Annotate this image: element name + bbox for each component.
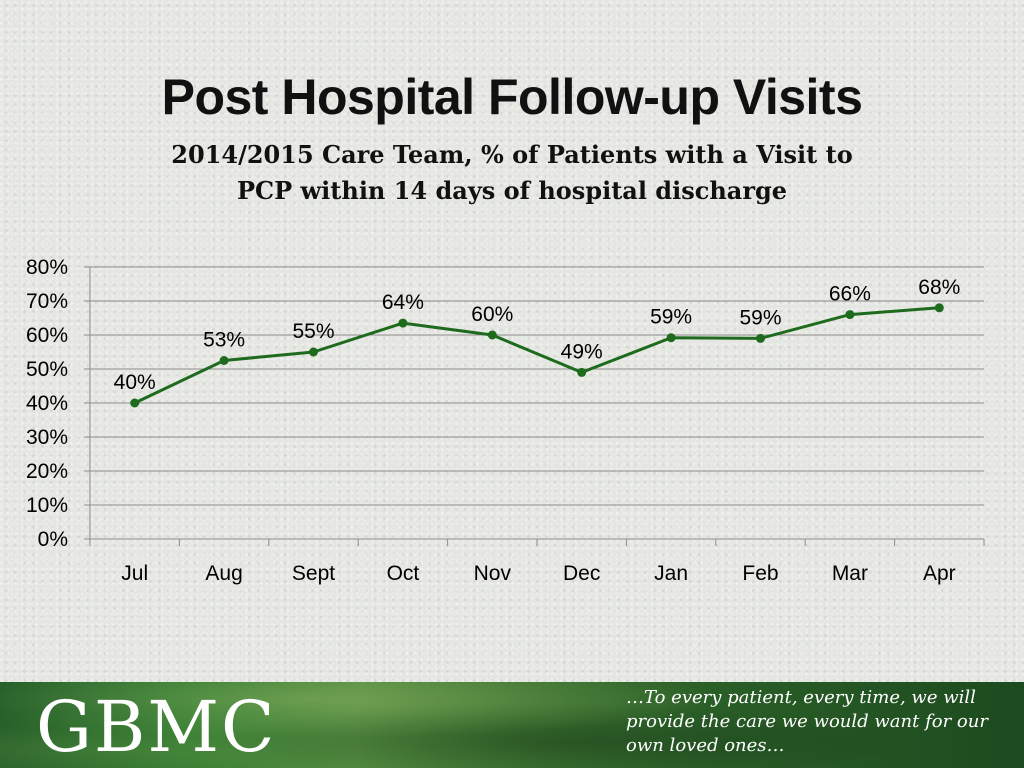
x-tick-label-oct: Oct	[387, 562, 420, 585]
tagline-line-3: own loved ones…	[626, 735, 785, 756]
data-point-nov	[487, 330, 497, 340]
data-point-dec	[577, 367, 587, 377]
chart-subtitle-line-1: 2014/2015 Care Team, % of Patients with …	[171, 140, 853, 169]
data-point-sept	[309, 347, 318, 357]
y-tick-label-0: 0%	[38, 528, 68, 551]
tagline-line-1: …To every patient, every time, we will	[626, 687, 976, 708]
chart-subtitle-line-2: PCP within 14 days of hospital discharge	[236, 176, 788, 205]
forest-background	[0, 682, 1024, 768]
data-point-aug	[219, 356, 229, 365]
x-tick-label-mar: Mar	[832, 562, 868, 585]
data-point-mar	[845, 310, 855, 320]
tagline-line-2: provide the care we would want for our	[626, 711, 988, 732]
data-label-jan: 59%	[650, 306, 692, 329]
y-tick-label-3: 30%	[26, 426, 68, 449]
data-point-jul	[130, 398, 140, 408]
data-label-dec: 49%	[561, 340, 603, 363]
page-title: Post Hospital Follow-up Visits	[161, 69, 863, 125]
gridlines	[90, 266, 984, 506]
x-tick-label-aug: Aug	[205, 562, 242, 585]
data-label-nov: 60%	[471, 303, 513, 326]
y-tick-label-2: 20%	[26, 460, 68, 483]
x-tick-label-nov: Nov	[474, 562, 512, 585]
data-label-aug: 53%	[203, 329, 245, 352]
series-line	[134, 306, 940, 405]
data-label-oct: 64%	[382, 291, 424, 314]
data-point-apr	[934, 303, 944, 313]
data-point-oct	[398, 318, 408, 328]
x-tick-label-jul: Jul	[121, 562, 148, 585]
footer-banner: GBMC …To every patient, every time, we w…	[0, 682, 1024, 768]
y-tick-label-5: 50%	[26, 358, 68, 381]
tagline: …To every patient, every time, we will p…	[626, 686, 1016, 758]
line-chart: 0% 10% 20% 30% 40% 50% 60% 70% 80% Jul Aug Sept Oct…	[26, 256, 985, 585]
y-tick-label-1: 10%	[26, 494, 68, 517]
data-label-feb: 59%	[739, 306, 781, 329]
series-polyline	[134, 306, 940, 405]
x-axis-tick-labels: Jul Aug Sept Oct Nov Dec Jan Feb Mar Apr	[121, 562, 955, 585]
data-labels: 40% 53% 55% 64% 60% 49% 59% 59% 66% 68%	[114, 276, 961, 394]
data-label-apr: 68%	[918, 276, 960, 299]
x-tick-label-dec: Dec	[563, 562, 600, 585]
axes	[84, 266, 985, 546]
y-tick-label-8: 80%	[26, 256, 68, 279]
data-label-sept: 55%	[292, 320, 334, 343]
x-tick-label-feb: Feb	[742, 562, 778, 585]
y-axis-tick-labels: 0% 10% 20% 30% 40% 50% 60% 70% 80%	[26, 256, 68, 551]
x-tick-label-apr: Apr	[923, 562, 956, 585]
gbmc-logo: GBMC	[36, 686, 277, 768]
x-tick-label-jan: Jan	[654, 562, 688, 585]
data-point-jan	[666, 333, 676, 343]
data-label-mar: 66%	[829, 283, 871, 306]
y-tick-label-6: 60%	[26, 324, 68, 347]
data-point-feb	[756, 333, 765, 343]
y-tick-label-4: 40%	[26, 392, 68, 415]
data-label-jul: 40%	[114, 371, 156, 394]
data-points	[130, 303, 944, 408]
x-tick-label-sept: Sept	[292, 562, 335, 585]
y-tick-label-7: 70%	[26, 290, 68, 313]
